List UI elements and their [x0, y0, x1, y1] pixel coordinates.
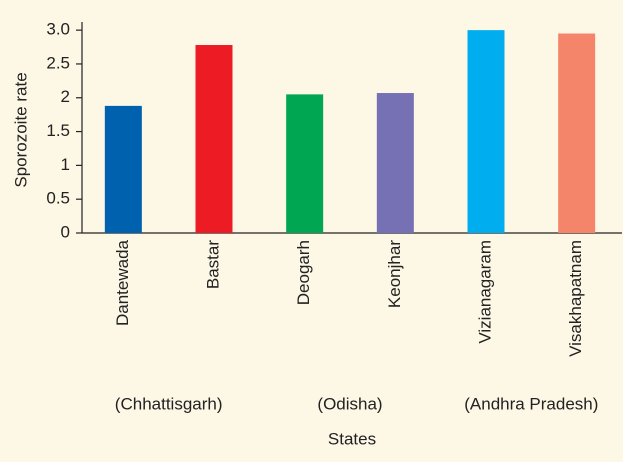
group-label: (Odisha)	[317, 394, 382, 413]
bar	[286, 94, 324, 233]
bar	[104, 105, 142, 233]
group-label: (Andhra Pradesh)	[464, 394, 598, 413]
y-axis-label: Sporozoite rate	[11, 72, 30, 187]
bar	[467, 30, 505, 234]
bar	[195, 45, 233, 234]
bar	[376, 93, 414, 234]
x-axis-label: States	[328, 429, 376, 448]
y-tick-label: 2	[61, 87, 70, 106]
x-tick-label: Keonjhar	[385, 240, 404, 308]
y-tick-label: 0	[61, 222, 70, 241]
x-tick-label: Visakhapatnam	[566, 240, 585, 357]
y-tick-label: 1.5	[46, 121, 70, 140]
x-tick-label: Bastar	[203, 240, 222, 289]
y-tick-label: 1	[61, 155, 70, 174]
y-tick-label: 2.5	[46, 53, 70, 72]
bar	[558, 33, 596, 234]
group-label: (Chhattisgarh)	[115, 394, 223, 413]
y-tick-label: 3.0	[46, 20, 70, 39]
x-tick-label: Vizianagaram	[475, 240, 494, 344]
x-tick-label: Dantewada	[113, 239, 132, 326]
x-tick-label: Deogarh	[294, 240, 313, 305]
y-tick-label: 0.5	[46, 189, 70, 208]
